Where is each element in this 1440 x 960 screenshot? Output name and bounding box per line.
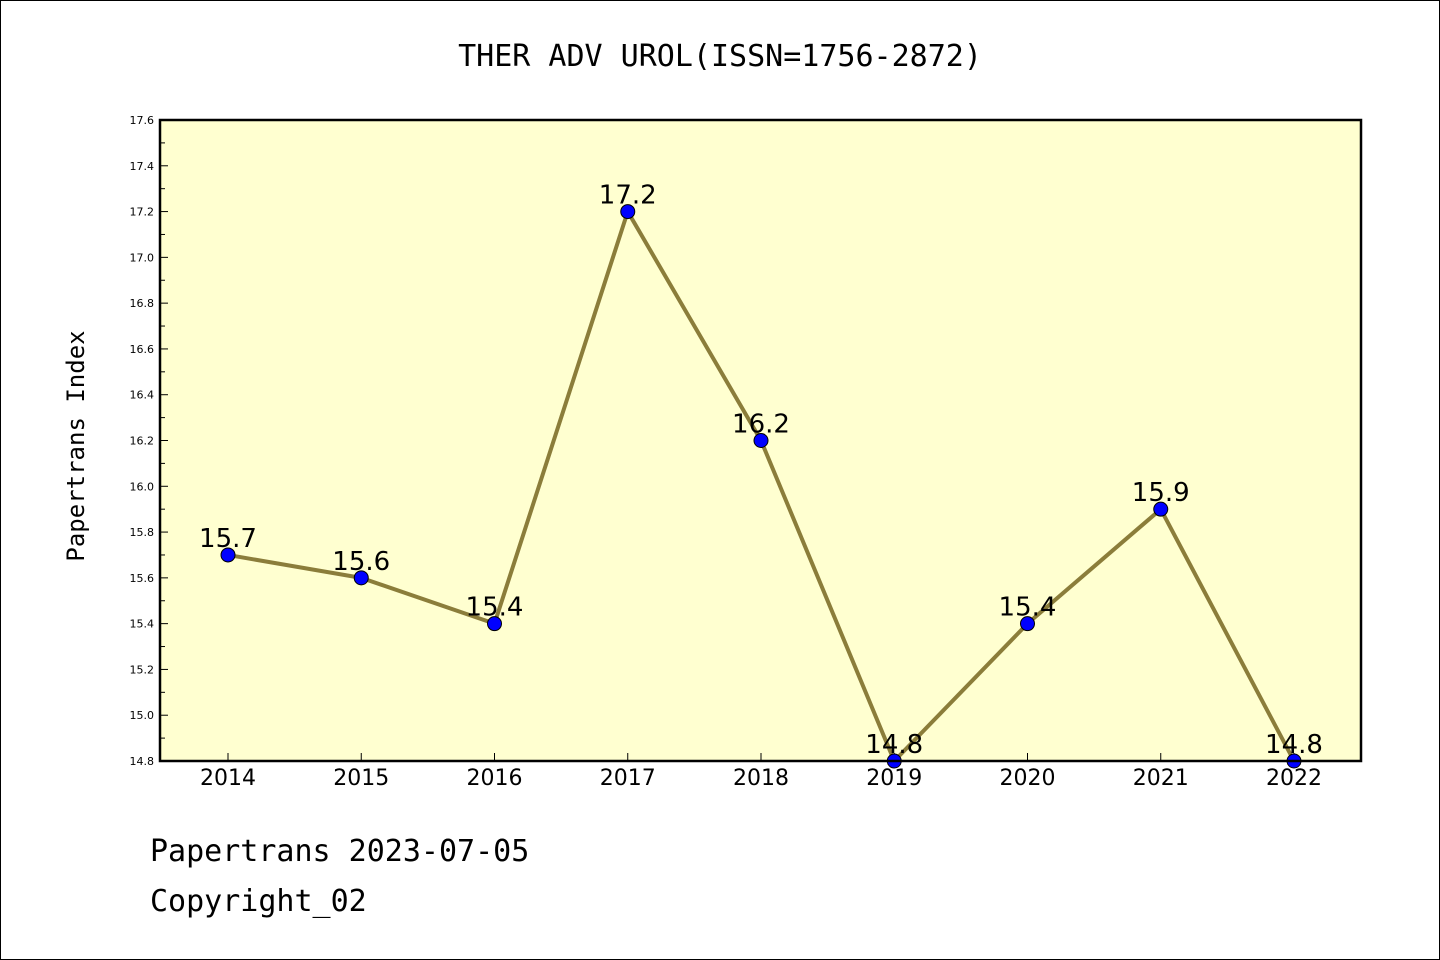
axis-ticks: 14.8 15.0 15.2 15.4 15.6 15.8 16.0 16.2 16.4 16.6… [130,114,1323,791]
data-label-2015: 15.6 [332,547,390,577]
y-tick-label: 16.4 [130,389,155,402]
y-tick-label: 15.6 [130,572,155,585]
data-point-2015 [353,570,369,586]
x-tick-label: 2019 [866,766,922,791]
x-tick-label: 2022 [1266,766,1322,791]
y-tick-label: 17.6 [130,114,155,127]
plot-border [158,118,1363,763]
y-tick-label: 16.6 [130,343,155,356]
data-label-2019: 14.8 [865,730,923,760]
x-tick-label: 2018 [733,766,789,791]
data-labels-group: 15.7 15.6 15.4 17.2 16.2 14.8 15.4 15.9 14.8 [199,181,1323,760]
y-tick-label: 15.0 [130,709,155,722]
data-point-2014 [220,547,236,563]
data-point-2017 [620,204,636,220]
data-point-2020 [1020,616,1035,632]
y-tick-label: 15.8 [130,526,155,539]
data-label-2021: 15.9 [1132,478,1190,508]
x-tick-label: 2020 [1000,766,1056,791]
data-label-2017: 17.2 [599,181,657,211]
data-label-2022: 14.8 [1265,730,1323,760]
x-tick-label: 2017 [600,766,656,791]
x-tick-label: 2021 [1133,766,1189,791]
y-tick-label: 15.2 [130,663,155,676]
y-tick-label: 16.8 [130,297,155,310]
y-tick-label: 16.0 [130,480,155,493]
x-tick-label: 2016 [467,766,523,791]
x-tick-label: 2015 [333,766,389,791]
data-label-2016: 15.4 [466,593,524,623]
y-axis-label: Papertrans Index [62,330,90,561]
y-tick-label: 17.2 [130,206,155,219]
x-tick-label: 2014 [200,766,256,791]
y-tick-label: 16.2 [130,435,155,448]
y-tick-label: 14.8 [130,755,155,768]
data-point-2016 [487,616,502,632]
chart-title: THER ADV UROL(ISSN=1756-2872) [458,39,982,74]
y-tick-label: 17.0 [130,251,155,264]
footer-copyright: Copyright_02 [150,884,367,919]
data-point-2021 [1153,501,1169,517]
data-point-2018 [753,433,769,448]
data-label-2014: 15.7 [199,524,257,554]
data-label-2018: 16.2 [732,410,790,440]
footer-date: Papertrans 2023-07-05 [150,834,530,869]
y-tick-label: 17.4 [130,160,155,173]
y-tick-label: 15.4 [130,618,155,631]
data-label-2020: 15.4 [999,593,1057,623]
